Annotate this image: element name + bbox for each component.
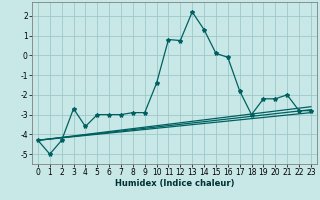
X-axis label: Humidex (Indice chaleur): Humidex (Indice chaleur) [115,179,234,188]
